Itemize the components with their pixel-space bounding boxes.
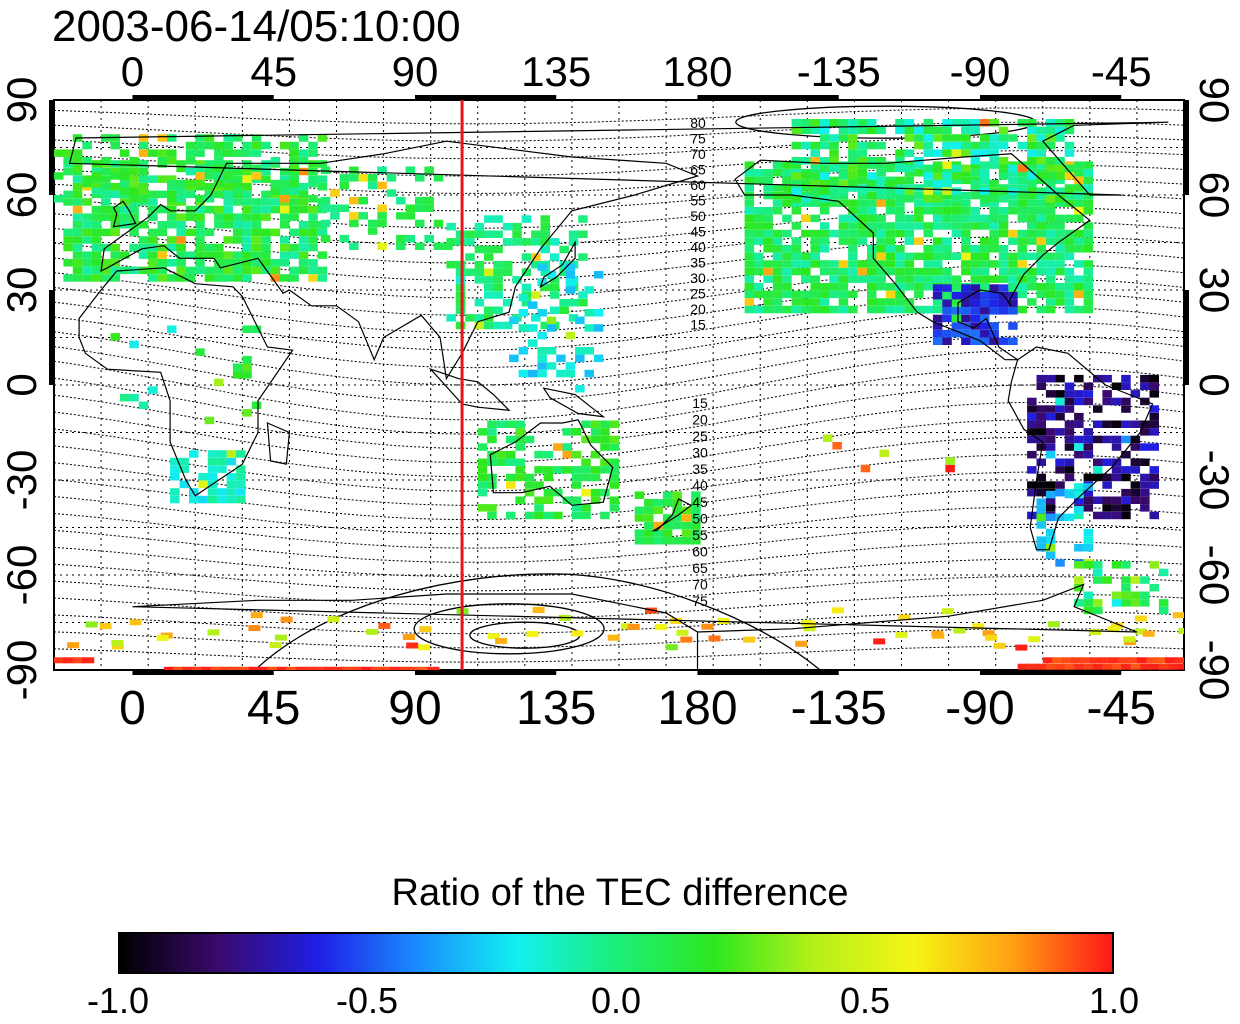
contour-label-south: 15 [692,395,708,411]
lat-tick-left: 60 [0,172,45,219]
colorbar-tick-label: 1.0 [1088,980,1140,1021]
lon-tick-bottom: -45 [1087,682,1156,735]
tec-data-cells [54,119,1184,670]
lon-tick-top: -135 [797,48,881,95]
contour-label-north: 70 [690,146,706,162]
contour-label-south: 20 [692,412,708,428]
lat-tick-left: -30 [0,450,45,511]
contour-label-north: 80 [690,115,706,131]
frame-tick-bars [49,95,1189,675]
lon-tick-top: -45 [1091,48,1152,95]
contour-label-south: 45 [692,494,708,510]
contour-label-south: 60 [692,544,708,560]
lat-tick-left: -60 [0,545,45,606]
contour-label-south: 55 [692,527,708,543]
lon-tick-bottom: 45 [247,682,300,735]
contour-label-north: 30 [690,270,706,286]
lat-tick-right: -90 [1191,640,1238,701]
colorbar-tick-label: -1.0 [86,980,150,1021]
graticule [54,100,1184,670]
contour-label-south: 75 [692,593,708,609]
lon-tick-bottom: -135 [791,682,887,735]
lat-tick-right: -30 [1191,450,1238,511]
lat-tick-left: -90 [0,640,45,701]
lat-tick-right: 30 [1191,267,1238,314]
lon-tick-top: 45 [250,48,297,95]
lat-tick-left: 90 [0,77,45,124]
lat-tick-left: 30 [0,267,45,314]
colorbar [118,932,1114,974]
contour-label-south: 35 [692,461,708,477]
contour-label-north: 45 [690,224,706,240]
lon-tick-bottom: 135 [516,682,596,735]
coastlines [68,121,1169,670]
colorbar-tick-label: -0.5 [335,980,399,1021]
lon-tick-bottom: 180 [657,682,737,735]
lat-tick-right: 60 [1191,172,1238,219]
contour-label-north: 50 [690,208,706,224]
contour-label-north: 40 [690,239,706,255]
lat-tick-right: 0 [1191,373,1238,396]
contour-label-south: 65 [692,560,708,576]
lon-tick-top: -90 [950,48,1011,95]
lon-tick-top: 90 [392,48,439,95]
contour-label-north: 25 [690,286,706,302]
lon-tick-top: 135 [521,48,591,95]
lat-tick-right: -60 [1191,545,1238,606]
axis-labels: 0045459090135135180180-135-135-90-90-45-… [0,48,1238,735]
contour-label-south: 70 [692,577,708,593]
lat-tick-right: 90 [1191,77,1238,124]
contour-label-south: 30 [692,445,708,461]
lon-tick-bottom: -90 [945,682,1014,735]
contour-labels: 8075706560555045403530252015152025303540… [690,115,708,609]
lat-tick-left: 0 [0,373,45,396]
timestamp-title: 2003-06-14/05:10:00 [52,2,461,51]
lon-tick-bottom: 0 [119,682,146,735]
lon-tick-top: 0 [121,48,144,95]
colorbar-tick-label: 0.0 [590,980,642,1021]
contour-label-north: 75 [690,131,706,147]
contour-label-south: 25 [692,428,708,444]
colorbar-tick-label: 0.5 [839,980,891,1021]
contour-label-north: 15 [690,317,706,333]
contour-label-north: 20 [690,301,706,317]
contour-label-north: 55 [690,193,706,209]
tec-map: 0045459090135135180180-135-135-90-90-45-… [0,48,1238,735]
lon-tick-bottom: 90 [388,682,441,735]
colorbar-title: Ratio of the TEC difference [391,872,849,914]
lon-tick-top: 180 [662,48,732,95]
contour-label-south: 40 [692,478,708,494]
contour-label-north: 35 [690,255,706,271]
contour-label-north: 65 [690,162,706,178]
contour-label-south: 50 [692,511,708,527]
contour-label-north: 60 [690,177,706,193]
